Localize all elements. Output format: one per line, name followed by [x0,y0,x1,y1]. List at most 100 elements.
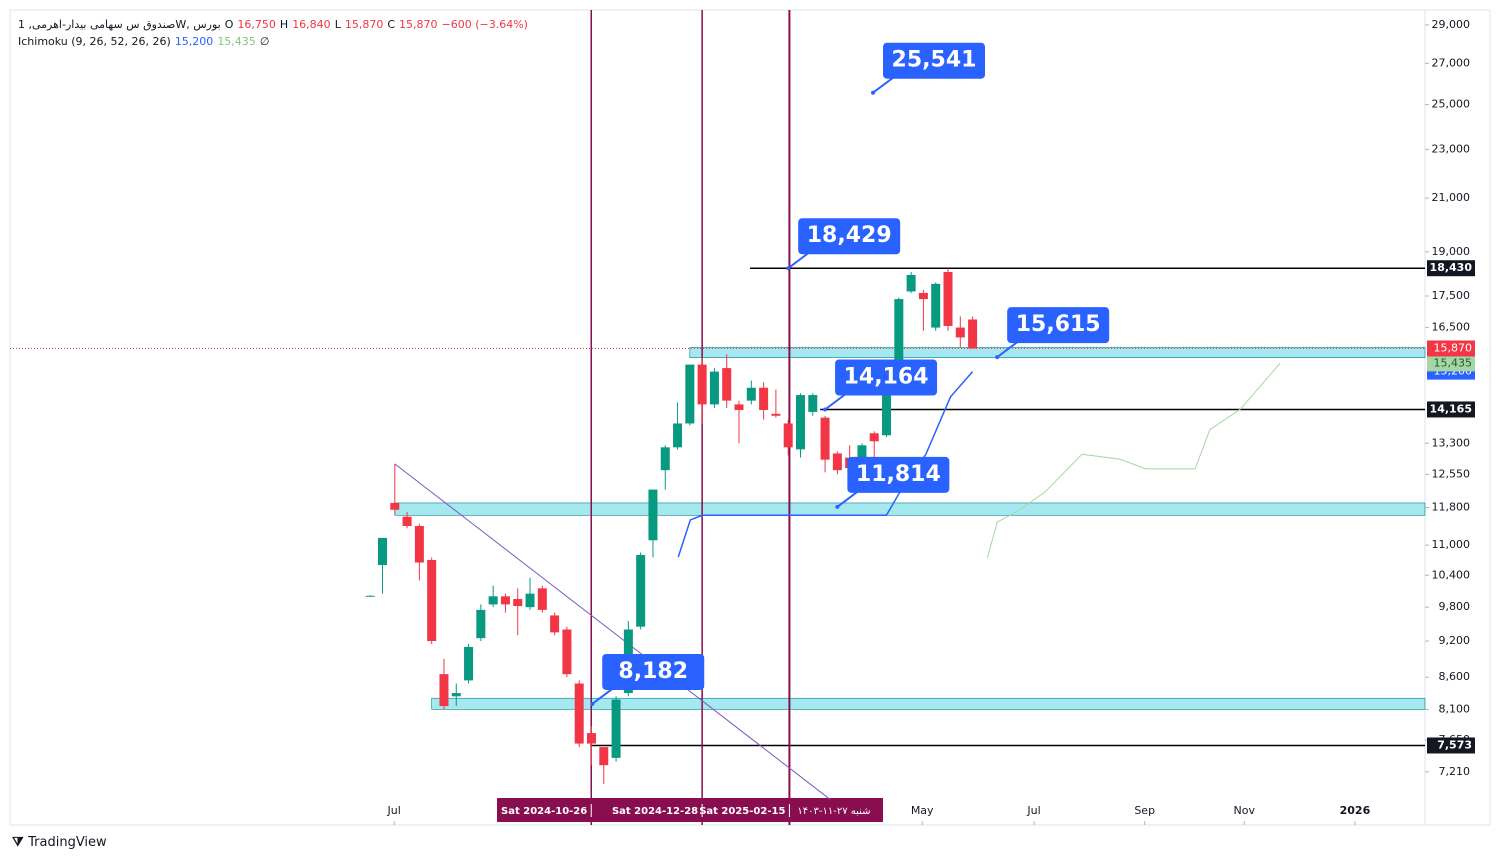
y-tick-label: 9,800 [1439,600,1471,613]
ohlc-value: 16,750 [237,18,276,31]
callout-box [798,218,901,255]
callout-label: 15,615 [1016,312,1101,337]
candle-body [943,272,953,326]
candle-body [525,593,535,608]
chart-frame [9,9,1491,826]
y-tick-label: 9,200 [1439,634,1471,647]
candle-body [697,364,707,405]
date-label-bar [497,798,883,822]
callout-box [883,42,986,79]
symbol: صندوق س سهامی بیدار-اهرمی, 1W, بورس [18,18,221,31]
candle-body [365,595,375,597]
y-tick-label: 23,000 [1432,142,1471,155]
callout-label: 11,814 [856,462,941,487]
price-label-box [1427,340,1475,357]
zone [431,697,1426,710]
candle-body [759,387,769,411]
ohlc-label: L [334,18,341,31]
candle-body [402,516,412,526]
indicator-value: 15,200 [174,35,214,48]
candle-body [795,395,805,450]
candle-body [709,371,719,405]
candle-body [783,423,793,448]
ohlc-label: C [387,18,396,31]
candle-body [857,445,867,469]
candle-body [550,615,560,633]
ohlc-label: H [279,18,289,31]
x-tick-label: Jul [387,804,401,817]
candle-body [377,537,387,566]
callout-anchor [835,504,840,509]
y-tick-label: 11,000 [1432,538,1471,551]
callout-anchor [823,407,828,412]
candle-body [882,384,892,436]
price-label: 18,430 [1430,261,1473,274]
candle-body [734,404,744,411]
callout-pointer [591,688,613,705]
change: −600 (−3.64%) [441,18,528,31]
indicator-value: ∅ [259,35,270,48]
candle-body [451,693,461,697]
y-tick-label: 7,210 [1439,765,1471,778]
candle-body [931,283,941,328]
candle-body [722,368,732,401]
callout-box [602,653,705,690]
symbol-row: صندوق س سهامی بیدار-اهرمی, 1W, بورس O 16,7… [18,16,532,33]
price-label: 7,573 [1437,738,1472,751]
candle-body [648,489,658,541]
y-tick-label: 17,500 [1432,289,1471,302]
candle-body [673,423,683,448]
trend-line [394,463,831,800]
candle-body [906,274,916,292]
callout-label: 25,541 [892,48,977,73]
candle-body [537,588,547,610]
candle-body [746,387,756,401]
callout-anchor [786,266,791,271]
callout-pointer [836,491,858,508]
y-tick-label: 8,100 [1439,702,1471,715]
ichimoku-line [677,371,974,558]
indicator-row: Ichimoku (9, 26, 52, 26, 26) 15,200 15,435… [18,33,532,50]
price-label-box [1427,737,1475,754]
y-tick-label: 13,300 [1432,436,1471,449]
price-label: 15,435 [1434,356,1473,369]
x-tick-label: Jul [1026,804,1040,817]
candle-body [476,609,486,639]
y-tick-label: 29,000 [1432,18,1471,31]
date-label: Sat 2024-10-26 [501,806,587,817]
date-label: Sat 2024-12-28 [612,806,698,817]
indicator-value: 15,435 [217,35,256,48]
callout-box [1007,307,1110,344]
x-tick-label: Nov [1234,804,1256,817]
candle-body [918,292,928,300]
candle-body [599,747,609,766]
date-label: Sat 2025-02-15 [699,806,785,817]
callout-pointer [824,393,846,411]
date-label: شنبه ۲۷-۱۱-۱۴۰۳ [797,806,870,817]
x-tick-label: Sep [1134,804,1155,817]
candle-body [390,502,400,510]
x-tick-label: May [911,804,934,817]
candle-body [464,646,474,681]
y-tick-label: 10,400 [1432,568,1471,581]
x-tick-label: 2026 [1340,804,1371,817]
candle-body [439,674,449,707]
candle-body [611,699,621,758]
candle-body [414,525,424,563]
candle-body [820,417,830,460]
ohlc-value: 15,870 [399,18,438,31]
candle-body [562,629,572,675]
candle-body [894,299,904,379]
candle-body [488,596,498,605]
candle-body [968,319,978,349]
price-label-box [1427,260,1475,277]
candle-body [660,447,670,471]
callout-pointer [872,76,894,94]
ohlc-label: O [224,18,234,31]
candle-body [832,453,842,471]
callout-anchor [871,90,876,95]
y-tick-label: 19,000 [1432,245,1471,258]
callout-anchor [995,355,1000,360]
